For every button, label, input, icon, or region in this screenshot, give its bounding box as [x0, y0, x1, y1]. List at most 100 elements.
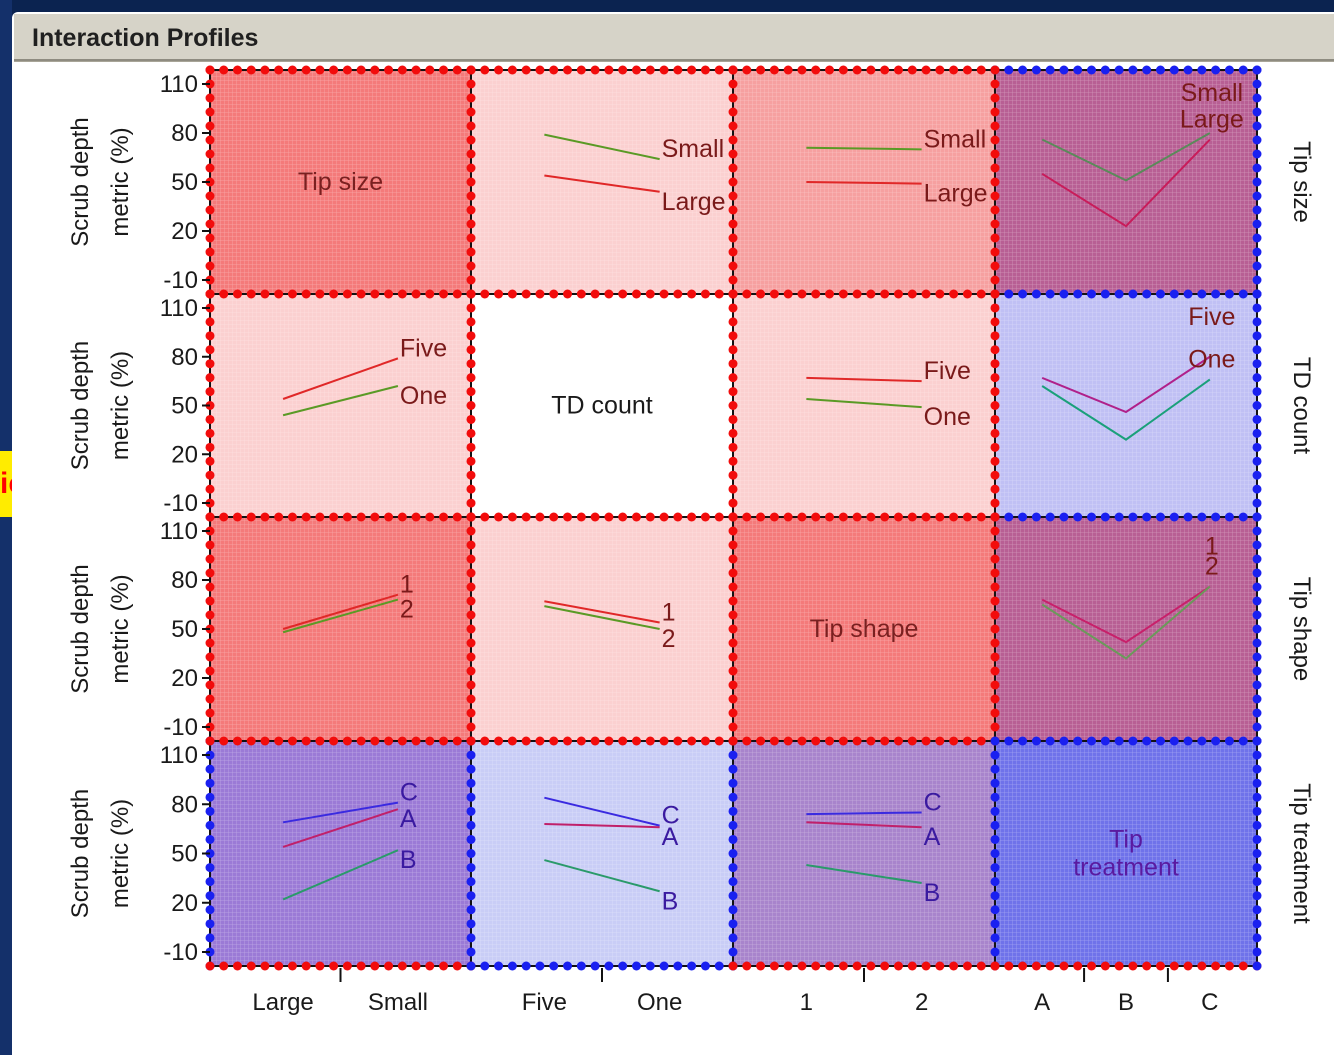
trace-label-r2c1-2: 2 [662, 625, 676, 653]
dots-h1c0-16 [425, 289, 435, 299]
dots-h3c3-16 [1211, 736, 1221, 746]
dots-h3c0-6 [287, 736, 297, 746]
dots-v3r1-15 [990, 498, 1000, 508]
dots-h1c0-18 [452, 289, 462, 299]
dots-v3r0-2 [990, 93, 1000, 103]
dots-h4c0-0 [205, 961, 215, 971]
trace-label-r1c3-One: One [1188, 346, 1235, 374]
trace-r0c1-Large [544, 174, 660, 193]
trace-r2c1-1 [544, 600, 660, 624]
ylabel-r3-a: Scrub depth [67, 789, 94, 918]
dots-h1c2-6 [811, 289, 821, 299]
dots-h0c3-11 [1142, 65, 1152, 75]
dots-v1r2-10 [466, 652, 476, 662]
dots-v4r3-6 [1252, 820, 1262, 830]
dots-h0c3-2 [1018, 65, 1028, 75]
dots-v4r1-7 [1252, 387, 1262, 397]
dots-v3r2-12 [990, 680, 1000, 690]
dots-h4c0-7 [301, 961, 311, 971]
dots-h0c2-3 [769, 65, 779, 75]
dots-v3r3-3 [990, 778, 1000, 788]
dots-h3c2-14 [921, 736, 931, 746]
diag-label-3-b: treatment [1073, 854, 1179, 882]
dots-h3c0-12 [370, 736, 380, 746]
dots-v1r2-2 [466, 540, 476, 550]
trace-label-r3c0-A: A [400, 805, 417, 833]
dots-h2c2-14 [921, 512, 931, 522]
dots-h3c3-4 [1045, 736, 1055, 746]
dots-h3c0-5 [274, 736, 284, 746]
dots-v1r3-11 [466, 891, 476, 901]
dots-v0r0-4 [205, 121, 215, 131]
dots-v2r1-7 [728, 387, 738, 397]
dots-v2r3-15 [728, 947, 738, 957]
dots-v1r0-0 [466, 65, 476, 75]
dots-h3c2-9 [852, 736, 862, 746]
dots-h2c1-6 [549, 512, 559, 522]
dots-v2r3-4 [728, 792, 738, 802]
dots-h4c0-13 [384, 961, 394, 971]
dots-v4r0-7 [1252, 163, 1262, 173]
trace-label-r2c3-2: 2 [1205, 553, 1219, 581]
dots-h4c3-2 [1018, 961, 1028, 971]
dots-h1c0-10 [342, 289, 352, 299]
dots-h2c0-16 [425, 512, 435, 522]
dots-h2c2-15 [935, 512, 945, 522]
dots-h0c2-9 [852, 65, 862, 75]
dots-v4r0-1 [1252, 79, 1262, 89]
dots-v0r3-11 [205, 891, 215, 901]
ytick-label-r2--10: -10 [163, 714, 198, 741]
dots-h1c3-3 [1031, 289, 1041, 299]
dots-v0r2-2 [205, 540, 215, 550]
dots-v3r1-0 [990, 289, 1000, 299]
cell-grid-r1c2 [733, 294, 995, 517]
dots-h0c2-12 [893, 65, 903, 75]
dots-h2c3-14 [1183, 512, 1193, 522]
dots-h4c2-13 [907, 961, 917, 971]
dots-h0c2-8 [838, 65, 848, 75]
outline-title-bar[interactable]: Interaction Profiles [14, 14, 1334, 62]
dots-h0c1-4 [521, 65, 531, 75]
ylabel-r2-a: Scrub depth [67, 564, 94, 693]
dots-h3c0-4 [260, 736, 270, 746]
dots-v1r2-3 [466, 554, 476, 564]
dots-v4r2-12 [1252, 680, 1262, 690]
dots-h2c3-8 [1100, 512, 1110, 522]
dots-h4c2-7 [825, 961, 835, 971]
xtick-label-c0-Large: Large [252, 989, 313, 1016]
dots-h4c2-9 [852, 961, 862, 971]
dots-h4c2-5 [797, 961, 807, 971]
dots-v0r2-4 [205, 568, 215, 578]
dots-v4r3-12 [1252, 905, 1262, 915]
dots-v3r3-6 [990, 820, 1000, 830]
dots-h1c1-1 [480, 289, 490, 299]
dots-v0r1-2 [205, 317, 215, 327]
dots-v1r3-1 [466, 750, 476, 760]
dots-v4r1-13 [1252, 470, 1262, 480]
dots-h2c2-3 [769, 512, 779, 522]
trace-label-r3c0-B: B [400, 846, 417, 874]
dots-v2r3-10 [728, 877, 738, 887]
dots-v1r3-6 [466, 820, 476, 830]
dots-v4r1-12 [1252, 456, 1262, 466]
diag-label-2: Tip shape [810, 615, 919, 643]
dots-h2c2-10 [866, 512, 876, 522]
dots-v0r0-0 [205, 65, 215, 75]
dots-h2c3-18 [1238, 512, 1248, 522]
dots-h3c3-9 [1114, 736, 1124, 746]
dots-h4c2-12 [893, 961, 903, 971]
trace-r3c1-B [544, 859, 660, 893]
dots-h2c2-5 [797, 512, 807, 522]
dots-v4r0-10 [1252, 205, 1262, 215]
dots-v3r3-10 [990, 877, 1000, 887]
dots-h1c1-11 [618, 289, 628, 299]
dots-v4r0-12 [1252, 233, 1262, 243]
diag-label-1: TD count [551, 392, 652, 420]
dots-h3c3-12 [1155, 736, 1165, 746]
dots-v1r2-6 [466, 596, 476, 606]
dots-v4r3-8 [1252, 849, 1262, 858]
dots-v4r3-10 [1252, 877, 1262, 887]
ytick-label-r1-110: 110 [160, 295, 198, 322]
dots-v0r2-6 [205, 596, 215, 606]
dots-v0r0-13 [205, 247, 215, 257]
